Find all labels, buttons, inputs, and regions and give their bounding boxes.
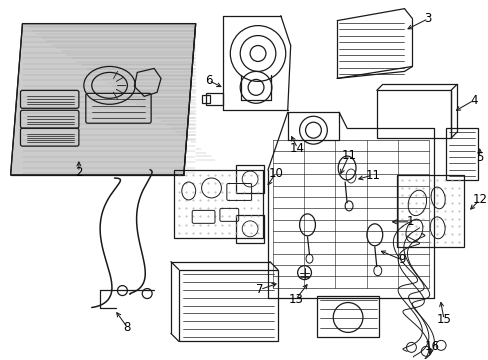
- Text: 4: 4: [469, 94, 477, 107]
- Text: 13: 13: [287, 293, 303, 306]
- Bar: [174, 170, 263, 238]
- Bar: [317, 296, 378, 337]
- Text: 7: 7: [256, 283, 263, 296]
- Bar: [236, 215, 264, 243]
- Text: 14: 14: [289, 141, 305, 155]
- Text: 16: 16: [424, 340, 439, 353]
- Bar: [445, 128, 477, 180]
- Text: 6: 6: [204, 74, 212, 87]
- Text: 11: 11: [365, 168, 380, 181]
- Polygon shape: [11, 24, 195, 175]
- Text: 1: 1: [406, 215, 413, 228]
- Bar: [376, 90, 450, 138]
- Text: 8: 8: [123, 321, 131, 334]
- Text: 3: 3: [424, 12, 431, 25]
- Bar: [179, 270, 277, 341]
- Bar: [201, 95, 209, 103]
- Text: 12: 12: [471, 193, 486, 206]
- Bar: [396, 175, 463, 247]
- Bar: [236, 165, 264, 193]
- Text: 2: 2: [75, 166, 82, 179]
- Text: 10: 10: [268, 167, 283, 180]
- Text: 5: 5: [475, 150, 483, 163]
- Text: 11: 11: [341, 149, 356, 162]
- Text: 15: 15: [436, 313, 450, 326]
- Text: 9: 9: [397, 253, 405, 266]
- Bar: [205, 93, 223, 105]
